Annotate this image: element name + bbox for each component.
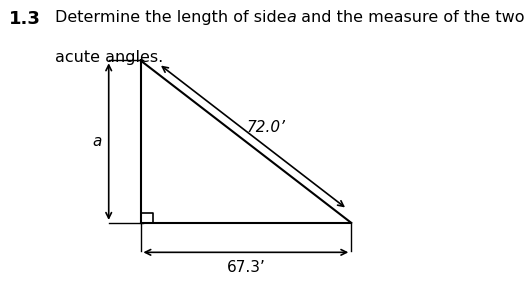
Text: acute angles.: acute angles. — [55, 50, 163, 65]
Text: a: a — [287, 10, 297, 25]
Text: Determine the length of side: Determine the length of side — [55, 10, 292, 25]
Text: and the measure of the two: and the measure of the two — [297, 10, 524, 25]
Text: 67.3’: 67.3’ — [226, 260, 265, 275]
Text: 1.3: 1.3 — [9, 10, 41, 28]
Text: a: a — [92, 134, 102, 149]
Text: 72.0’: 72.0’ — [246, 120, 286, 135]
